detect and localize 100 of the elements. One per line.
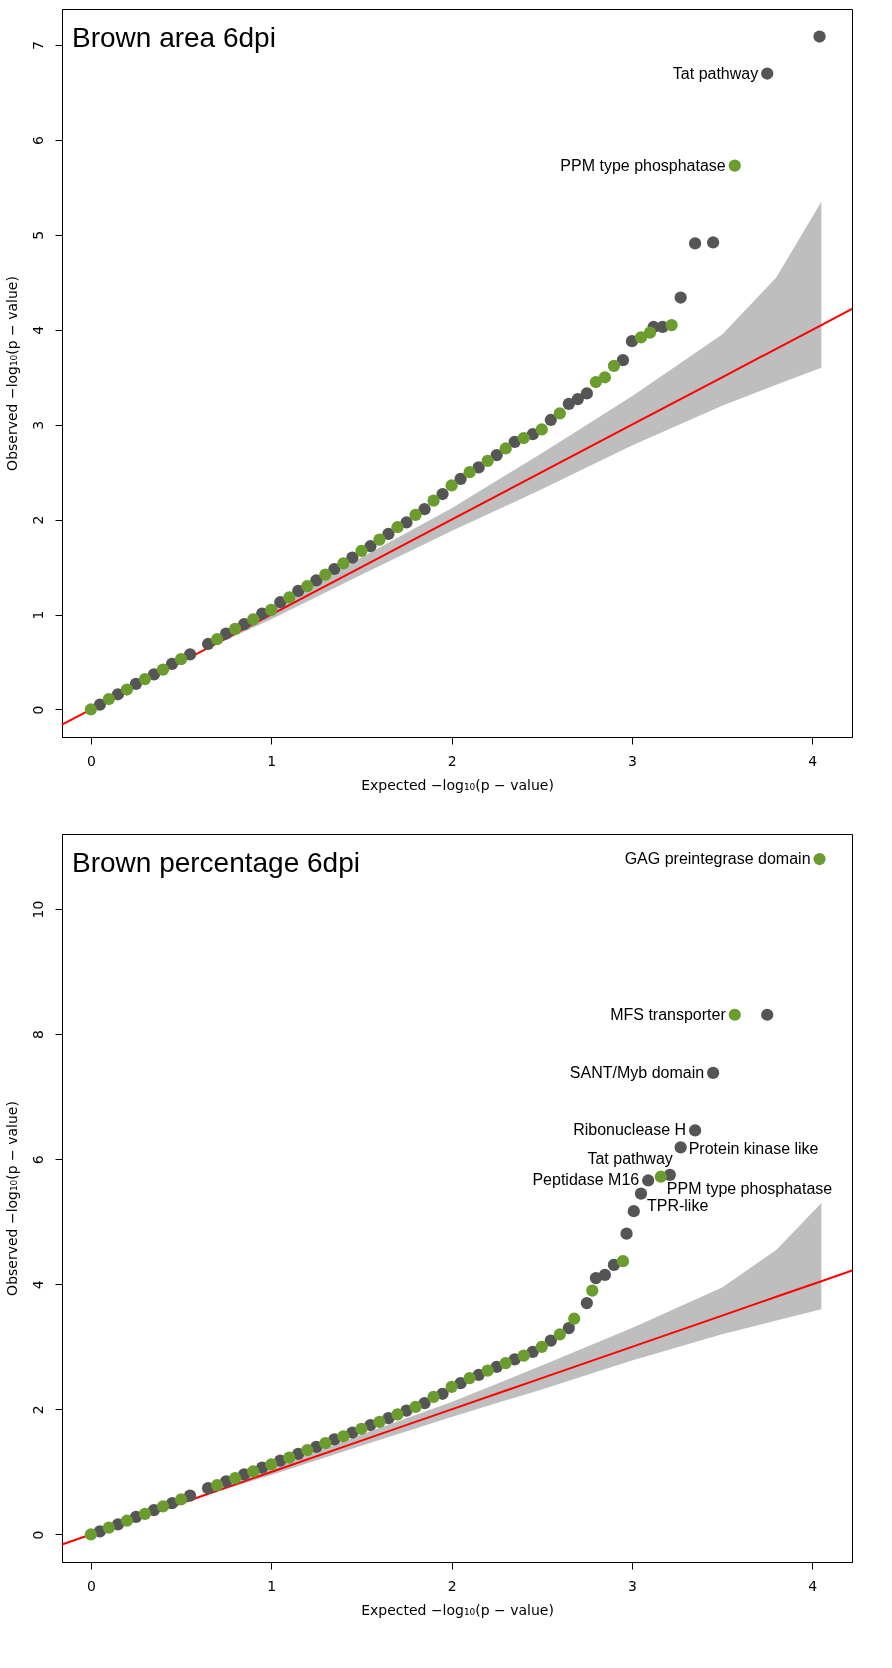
point <box>337 1430 350 1443</box>
point <box>355 1422 368 1435</box>
x-tick-label: 4 <box>808 1577 818 1594</box>
y-axis-title: Observed −log₁₀(p − value) <box>3 1101 20 1296</box>
point <box>391 521 404 534</box>
point <box>265 603 278 616</box>
y-tick-label: 10 <box>29 900 46 919</box>
point <box>229 1472 242 1485</box>
x-tick-label: 3 <box>627 752 637 769</box>
point <box>553 407 566 420</box>
point <box>517 431 530 445</box>
point <box>481 1364 494 1377</box>
point <box>409 1400 422 1414</box>
point <box>156 1500 170 1513</box>
point <box>535 423 548 436</box>
point <box>373 533 386 546</box>
annotation: Tat pathway <box>672 64 759 82</box>
point <box>535 1340 548 1353</box>
point <box>445 479 458 492</box>
annotation: MFS transporter <box>610 1005 727 1023</box>
annotation: Tat pathway <box>587 1149 673 1167</box>
point <box>761 67 774 80</box>
chart-title: Brown area 6dpi <box>72 22 276 53</box>
point <box>274 596 287 609</box>
x-tick-label: 1 <box>267 752 277 769</box>
line-series <box>61 307 853 726</box>
point <box>445 1380 458 1393</box>
point <box>544 413 557 427</box>
point <box>598 1268 612 1282</box>
point <box>247 1465 260 1478</box>
y-tick-label: 4 <box>29 1280 46 1290</box>
y-tick-label: 4 <box>29 325 46 335</box>
point <box>229 622 242 635</box>
y-tick-label: 3 <box>29 420 46 430</box>
point <box>138 1507 152 1520</box>
point <box>84 1528 97 1541</box>
point <box>481 454 494 467</box>
point <box>174 1493 188 1506</box>
point <box>120 1514 134 1527</box>
x-tick-label: 0 <box>86 1577 96 1594</box>
point <box>517 1349 530 1362</box>
point <box>562 397 575 410</box>
y-tick-label: 0 <box>29 705 46 715</box>
point <box>102 1521 116 1534</box>
annotation: SANT/Myb domain <box>569 1063 705 1081</box>
point <box>580 387 593 400</box>
point <box>183 648 197 661</box>
y-tick-label: 2 <box>29 515 46 525</box>
point <box>319 1437 332 1450</box>
point <box>102 692 116 706</box>
y-tick-label: 6 <box>29 135 46 145</box>
chart-title: Brown percentage 6dpi <box>72 847 360 878</box>
x-axis-title: Expected −log₁₀(p − value) <box>361 776 554 793</box>
point <box>728 1008 741 1021</box>
point <box>620 1227 633 1240</box>
annotation: PPM type phosphatase <box>666 1179 833 1197</box>
point <box>463 1372 476 1385</box>
point <box>247 613 260 626</box>
y-tick-label: 0 <box>29 1530 46 1540</box>
point <box>337 557 350 570</box>
point <box>418 503 431 516</box>
point <box>120 683 134 696</box>
point <box>84 703 97 716</box>
point <box>499 442 512 455</box>
point <box>627 1205 640 1218</box>
x-tick-label: 1 <box>267 1577 277 1594</box>
annotation: Peptidase M16 <box>532 1171 640 1189</box>
point <box>201 637 215 651</box>
point <box>654 1170 667 1183</box>
x-tick-label: 2 <box>447 1577 457 1594</box>
point <box>562 1321 575 1335</box>
point <box>643 326 657 339</box>
point <box>490 448 503 462</box>
x-tick-label: 3 <box>627 1577 637 1594</box>
point <box>391 1408 404 1421</box>
point <box>373 1415 386 1429</box>
point <box>283 591 296 604</box>
point <box>813 852 826 866</box>
point <box>301 579 314 593</box>
point <box>598 371 612 384</box>
point <box>568 1312 581 1325</box>
point <box>436 487 449 501</box>
y-tick-label: 7 <box>29 41 46 51</box>
point <box>665 318 678 332</box>
point <box>728 159 741 172</box>
point <box>688 237 702 250</box>
annotation: GAG preintegrase domain <box>624 850 811 868</box>
point <box>706 236 720 249</box>
y-tick-label: 2 <box>29 1405 46 1415</box>
point <box>454 472 467 485</box>
point <box>382 527 395 540</box>
annotation: PPM type phosphatase <box>560 156 726 174</box>
point <box>283 1451 296 1464</box>
y-tick-label: 1 <box>29 610 46 620</box>
point <box>586 1284 599 1297</box>
point <box>174 653 188 666</box>
y-tick-label: 8 <box>29 1030 46 1040</box>
point <box>674 291 687 304</box>
point <box>642 1174 655 1187</box>
x-tick-label: 0 <box>86 752 96 769</box>
